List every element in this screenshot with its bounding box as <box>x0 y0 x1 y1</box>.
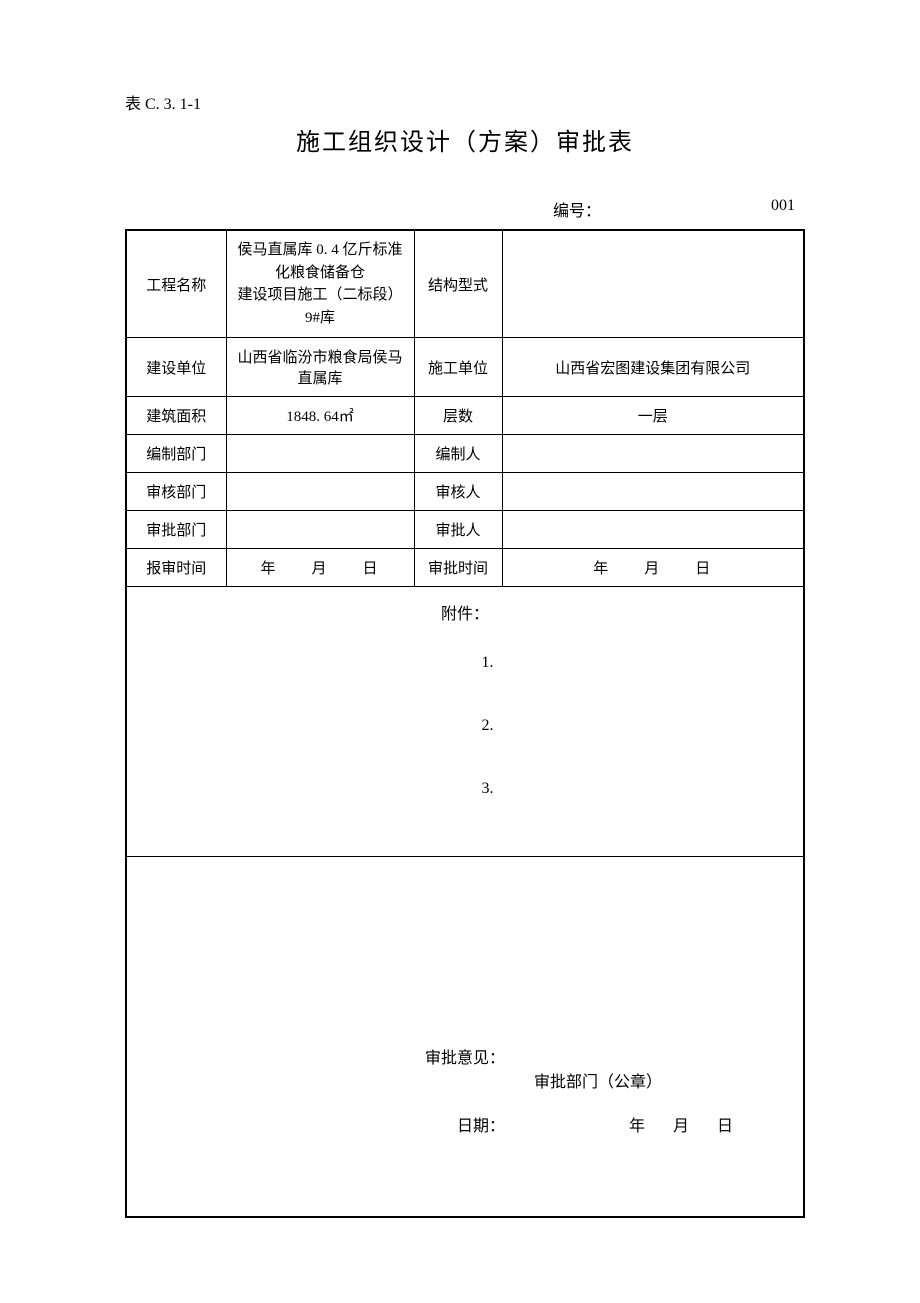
construction-unit-label: 建设单位 <box>126 338 226 397</box>
serial-row: 编号： 001 <box>125 197 805 221</box>
compile-dept-value <box>226 435 414 473</box>
submit-date-value: 年 月 日 <box>226 549 414 587</box>
approval-dept-seal: 审批部门（公章） <box>457 1068 739 1092</box>
serial-label: 编号： <box>553 197 601 221</box>
approval-opinion-cell: 审批意见： 审批部门（公章） 日期： 年 月 日 <box>126 857 804 1217</box>
compiler-value <box>502 435 804 473</box>
approver-value <box>502 511 804 549</box>
approval-date-line: 日期： 年 月 日 <box>457 1112 739 1136</box>
project-name-line2: 建设项目施工（二标段）9#库 <box>231 284 410 329</box>
approver-label: 审批人 <box>414 511 502 549</box>
approve-dept-label: 审批部门 <box>126 511 226 549</box>
project-name-line1: 侯马直属库 0. 4 亿斤标准化粮食储备仓 <box>231 239 410 284</box>
attachment-item-2: 2. <box>176 717 799 735</box>
contractor-value: 山西省宏图建设集团有限公司 <box>502 338 804 397</box>
approval-opinion-row: 审批意见： 审批部门（公章） 日期： 年 月 日 <box>126 857 804 1217</box>
project-name-label: 工程名称 <box>126 230 226 338</box>
compile-dept-label: 编制部门 <box>126 435 226 473</box>
review-dept-label: 审核部门 <box>126 473 226 511</box>
approval-form-table: 工程名称 侯马直属库 0. 4 亿斤标准化粮食储备仓 建设项目施工（二标段）9#… <box>125 229 805 1218</box>
approval-date-value: 年 月 日 <box>629 1112 739 1136</box>
floors-label: 层数 <box>414 397 502 435</box>
serial-value: 001 <box>771 197 795 221</box>
attachment-item-3: 3. <box>176 780 799 798</box>
table-row: 建设单位 山西省临汾市粮食局侯马直属库 施工单位 山西省宏图建设集团有限公司 <box>126 338 804 397</box>
attachment-header: 附件： <box>131 600 799 624</box>
table-row: 建筑面积 1848. 64㎡ 层数 一层 <box>126 397 804 435</box>
approve-dept-value <box>226 511 414 549</box>
structure-type-label: 结构型式 <box>414 230 502 338</box>
approval-opinion-header: 审批意见： <box>131 1044 799 1068</box>
approve-date-value: 年 月 日 <box>502 549 804 587</box>
project-name-value: 侯马直属库 0. 4 亿斤标准化粮食储备仓 建设项目施工（二标段）9#库 <box>226 230 414 338</box>
approval-date-label: 日期： <box>457 1112 505 1136</box>
page-title: 施工组织设计（方案）审批表 <box>125 122 805 157</box>
attachment-row: 附件： 1. 2. 3. <box>126 587 804 857</box>
reviewer-value <box>502 473 804 511</box>
contractor-label: 施工单位 <box>414 338 502 397</box>
attachment-cell: 附件： 1. 2. 3. <box>126 587 804 857</box>
table-row: 工程名称 侯马直属库 0. 4 亿斤标准化粮食储备仓 建设项目施工（二标段）9#… <box>126 230 804 338</box>
form-number: 表 C. 3. 1-1 <box>125 90 805 114</box>
reviewer-label: 审核人 <box>414 473 502 511</box>
table-row: 审批部门 审批人 <box>126 511 804 549</box>
attachment-item-1: 1. <box>176 654 799 672</box>
approval-footer: 审批部门（公章） 日期： 年 月 日 <box>457 1068 739 1136</box>
approve-date-label: 审批时间 <box>414 549 502 587</box>
compiler-label: 编制人 <box>414 435 502 473</box>
review-dept-value <box>226 473 414 511</box>
floors-value: 一层 <box>502 397 804 435</box>
table-row: 审核部门 审核人 <box>126 473 804 511</box>
building-area-label: 建筑面积 <box>126 397 226 435</box>
structure-type-value <box>502 230 804 338</box>
construction-unit-value: 山西省临汾市粮食局侯马直属库 <box>226 338 414 397</box>
submit-date-label: 报审时间 <box>126 549 226 587</box>
building-area-value: 1848. 64㎡ <box>226 397 414 435</box>
table-row: 编制部门 编制人 <box>126 435 804 473</box>
table-row: 报审时间 年 月 日 审批时间 年 月 日 <box>126 549 804 587</box>
